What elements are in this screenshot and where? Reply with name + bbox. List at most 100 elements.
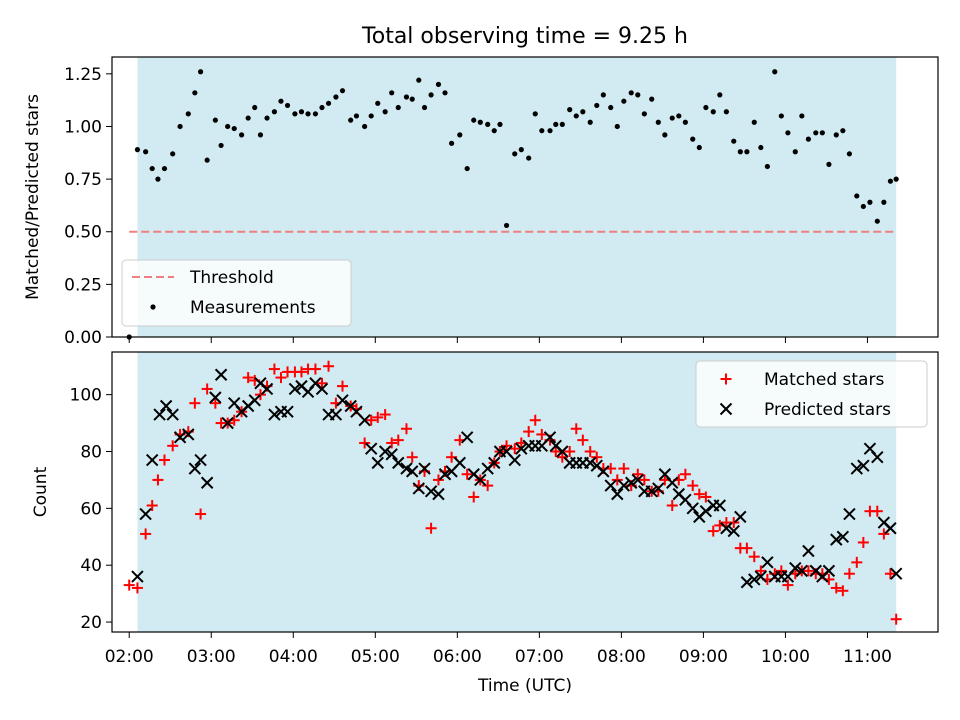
- measurement-point: [471, 117, 477, 123]
- measurement-point: [192, 90, 198, 96]
- predicted-point: [406, 465, 419, 478]
- ratio-legend-box: [121, 259, 352, 327]
- measurement-point: [231, 125, 237, 132]
- predicted-point: [288, 382, 302, 396]
- measurement-point: [600, 92, 606, 98]
- measurement-point: [457, 132, 463, 138]
- matched-point: [201, 383, 213, 395]
- predicted-point: [460, 431, 474, 444]
- measurement-point: [421, 104, 428, 111]
- matched-point: [482, 480, 494, 492]
- predicted-point: [631, 473, 644, 487]
- matched-point: [529, 414, 541, 426]
- measurement-point: [805, 136, 811, 142]
- predicted-point: [795, 564, 809, 578]
- measurement-point: [573, 113, 579, 119]
- ratio-legend: Threshold Measurements: [121, 259, 352, 327]
- matched-point: [666, 500, 678, 512]
- measurement-point: [893, 176, 899, 182]
- measurement-point: [799, 113, 805, 119]
- measurement-point: [491, 128, 497, 134]
- matched-point: [295, 366, 307, 378]
- matched-point: [152, 474, 164, 486]
- matched-point: [406, 451, 418, 463]
- measurement-point: [669, 115, 675, 121]
- measurement-point: [212, 117, 218, 123]
- measurement-point: [655, 119, 661, 125]
- measurement-point: [867, 199, 873, 205]
- predicted-point: [214, 368, 228, 381]
- ratio-panel: 0.00 0.25 0.50 0.75 1.00 1.25 Matched/Predict…: [23, 56, 939, 348]
- count-xtick-label: 03:00: [187, 647, 236, 667]
- count-legend-box: [695, 360, 928, 428]
- matched-point: [584, 445, 596, 457]
- count-xtick-label: 09:00: [679, 647, 728, 667]
- matched-point: [755, 565, 767, 577]
- predicted-point: [789, 561, 802, 575]
- matched-point: [468, 491, 480, 503]
- measurement-point: [594, 102, 600, 109]
- matched-point: [564, 445, 576, 457]
- matched-point: [556, 451, 568, 463]
- measurement-point: [874, 218, 880, 224]
- measurement-point: [737, 149, 743, 155]
- measurement-point: [758, 144, 764, 151]
- matched-point: [309, 363, 321, 375]
- predicted-point: [699, 504, 713, 518]
- matched-point: [461, 468, 473, 480]
- measurement-point: [239, 132, 245, 138]
- matched-point: [189, 397, 201, 409]
- predicted-point: [385, 448, 398, 461]
- predicted-point: [418, 462, 431, 475]
- matched-point: [365, 414, 377, 426]
- measurement-point: [305, 111, 311, 117]
- matched-point: [275, 372, 287, 384]
- legend-predicted-swatch: [719, 402, 733, 416]
- matched-point: [871, 505, 883, 517]
- legend-matched-marker: [720, 373, 732, 385]
- measurement-point: [353, 113, 360, 119]
- predicted-point: [281, 405, 294, 418]
- measurement-point: [792, 149, 798, 155]
- ratio-y-axis-label: Matched/Predicted stars: [23, 94, 43, 300]
- matched-point: [550, 445, 562, 457]
- measurement-point: [635, 92, 641, 98]
- measurement-point: [621, 98, 627, 104]
- measurement-point: [435, 81, 442, 87]
- measurement-point: [375, 100, 381, 106]
- predicted-point: [604, 479, 617, 492]
- legend-matched-label: Matched stars: [764, 370, 884, 390]
- predicted-point: [392, 456, 405, 470]
- matched-point: [679, 468, 691, 480]
- predicted-point: [166, 408, 179, 421]
- matched-point: [570, 423, 582, 435]
- measurement-point: [143, 149, 149, 155]
- predicted-point: [761, 556, 774, 569]
- predicted-point: [857, 459, 870, 472]
- count-legend: Matched stars Predicted stars: [695, 360, 928, 428]
- measurement-point: [690, 136, 696, 142]
- predicted-point: [209, 391, 222, 404]
- measurement-point: [319, 104, 325, 111]
- matched-point: [618, 463, 630, 475]
- measurement-point: [382, 109, 388, 115]
- predicted-point: [727, 524, 740, 538]
- matched-point: [741, 542, 753, 554]
- matched-point: [857, 536, 869, 548]
- predicted-point: [188, 462, 202, 475]
- matched-point: [687, 480, 699, 492]
- matched-point: [400, 423, 412, 435]
- predicted-point: [488, 456, 501, 470]
- count-xtick-label: 07:00: [515, 647, 564, 667]
- measurement-point: [428, 92, 434, 98]
- count-xtick-label: 02:00: [105, 647, 154, 667]
- measurement-point: [389, 90, 395, 96]
- count-xtick-label: 04:00: [269, 647, 318, 667]
- predicted-point: [843, 507, 856, 521]
- measurement-point: [860, 203, 866, 210]
- predicted-point: [329, 408, 343, 421]
- measurement-point: [559, 121, 565, 127]
- matched-point: [878, 528, 890, 540]
- matched-point: [379, 409, 391, 421]
- measurement-point: [170, 151, 176, 157]
